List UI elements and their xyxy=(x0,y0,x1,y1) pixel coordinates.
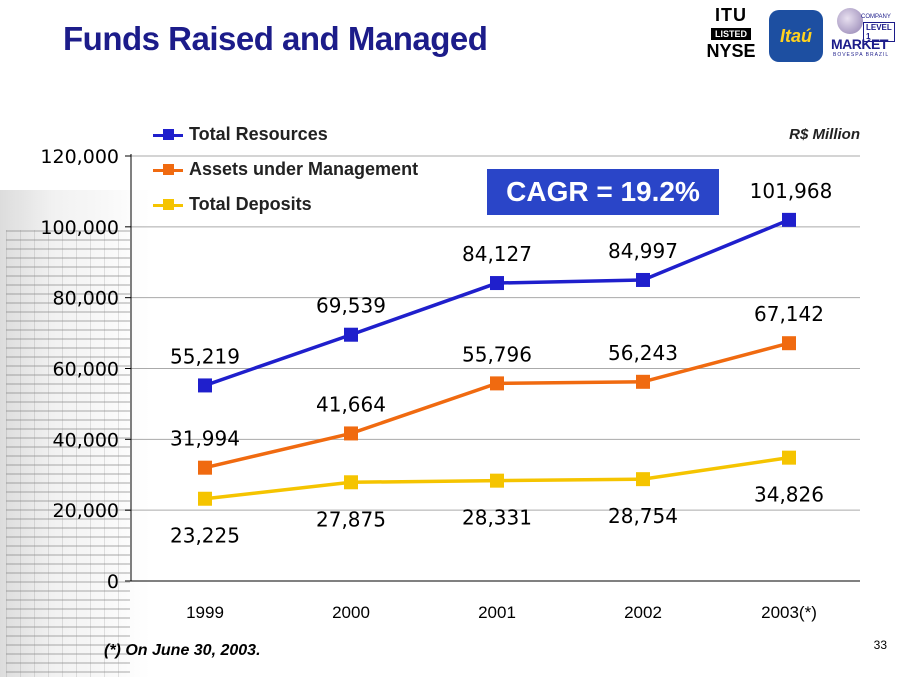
x-tick-label: 2002 xyxy=(624,603,662,622)
data-point xyxy=(490,276,504,291)
itu-logo-text: ITU xyxy=(715,5,747,25)
legend-item-total-resources: Total Resources xyxy=(153,123,493,147)
y-tick-label: 40,000 xyxy=(53,429,119,451)
data-label: 84,997 xyxy=(608,239,678,263)
itu-nyse-logo: ITU LISTED NYSE xyxy=(703,6,759,70)
y-tick-label: 80,000 xyxy=(53,288,119,310)
data-label: 31,994 xyxy=(170,427,240,451)
legend-label-assets-under-management: Assets under Management xyxy=(189,159,419,179)
legend-label-total-deposits: Total Deposits xyxy=(189,194,312,214)
legend-item-total-deposits: Total Deposits xyxy=(153,193,493,217)
listed-logo-text: LISTED xyxy=(710,28,751,40)
data-point xyxy=(782,450,796,465)
bovespa-logo-text: BOVESPA BRAZIL xyxy=(833,52,890,58)
data-point xyxy=(490,376,504,391)
logo-group: ITU LISTED NYSE Itaú COMPANY LEVEL 1 MAR… xyxy=(703,4,895,74)
nyse-logo-text: NYSE xyxy=(706,41,756,61)
legend-item-assets-under-management: Assets under Management xyxy=(153,158,493,182)
market-logo-text: MARKET xyxy=(831,36,888,52)
x-tick-label: 2001 xyxy=(478,603,516,622)
data-point xyxy=(198,460,212,475)
data-point xyxy=(782,336,796,351)
data-point xyxy=(198,378,212,393)
page-number: 33 xyxy=(873,638,887,652)
y-tick-label: 0 xyxy=(107,571,119,593)
data-label: 56,243 xyxy=(608,341,678,365)
data-point xyxy=(344,475,358,490)
chart-axes xyxy=(125,154,860,582)
data-point xyxy=(490,473,504,488)
data-label: 55,796 xyxy=(462,342,532,366)
level1-market-logo: COMPANY LEVEL 1 MARKET BOVESPA BRAZIL xyxy=(831,8,895,72)
y-tick-label: 60,000 xyxy=(53,359,119,381)
data-label: 28,754 xyxy=(608,504,678,528)
data-label: 84,127 xyxy=(462,242,532,266)
chart-data-labels: 55,219 69,539 84,127 84,997 101,968 31,994 41,… xyxy=(170,179,832,548)
x-tick-label: 1999 xyxy=(186,603,224,622)
page-title: Funds Raised and Managed xyxy=(63,20,488,57)
x-tick-label: 2000 xyxy=(332,603,370,622)
background-building-image xyxy=(0,190,150,677)
company-logo-text: COMPANY xyxy=(861,14,891,20)
data-label: 67,142 xyxy=(754,302,824,326)
data-label: 27,875 xyxy=(316,507,386,531)
legend-marker-total-resources xyxy=(163,129,174,140)
legend-marker-assets-under-management xyxy=(163,164,174,175)
data-label: 101,968 xyxy=(750,179,833,203)
data-point xyxy=(636,272,650,287)
data-point xyxy=(782,212,796,227)
cagr-label: CAGR = 19.2% xyxy=(506,176,700,207)
unit-label: R$ Million xyxy=(789,126,860,143)
data-point xyxy=(636,374,650,389)
data-label: 34,826 xyxy=(754,483,824,507)
data-point xyxy=(198,491,212,506)
data-label: 69,539 xyxy=(316,294,386,318)
x-tick-label: 2003(*) xyxy=(761,603,817,622)
data-point xyxy=(344,426,358,441)
data-label: 23,225 xyxy=(170,524,240,548)
chart-y-tick-labels: 0 20,000 40,000 60,000 80,000 100,000 120,000 xyxy=(40,146,119,593)
chart-series-points xyxy=(198,212,796,506)
cagr-box: CAGR = 19.2% xyxy=(487,169,719,215)
data-label: 28,331 xyxy=(462,506,532,530)
itau-logo-text: Itaú xyxy=(779,25,812,46)
itau-logo: Itaú xyxy=(769,10,823,62)
globe-icon xyxy=(837,8,863,34)
chart-x-tick-labels: 1999 2000 2001 2002 2003(*) xyxy=(186,603,817,622)
data-point xyxy=(344,327,358,342)
legend-marker-total-deposits xyxy=(163,199,174,210)
data-point xyxy=(636,472,650,487)
legend-label-total-resources: Total Resources xyxy=(189,124,328,144)
data-label: 55,219 xyxy=(170,344,240,368)
y-tick-label: 20,000 xyxy=(53,500,119,522)
footnote: (*) On June 30, 2003. xyxy=(104,642,261,659)
y-tick-label: 100,000 xyxy=(40,217,119,239)
y-tick-label: 120,000 xyxy=(40,146,119,168)
level-logo-text: LEVEL 1 xyxy=(863,22,895,42)
data-label: 41,664 xyxy=(316,392,386,416)
